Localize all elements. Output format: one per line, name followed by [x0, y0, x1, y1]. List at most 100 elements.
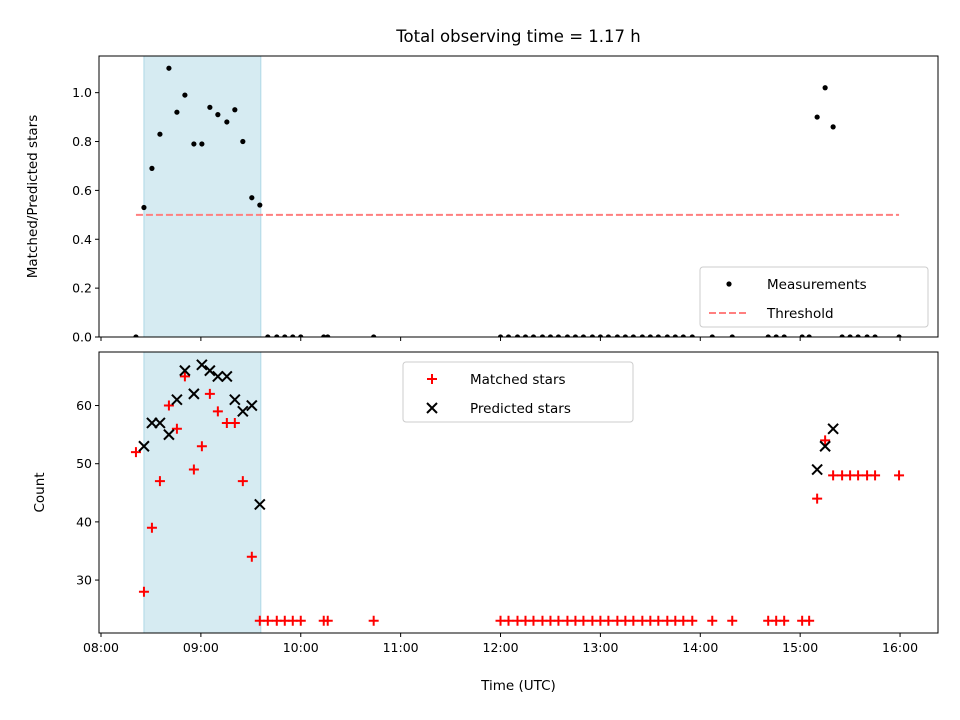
matched-stars-point: [322, 615, 333, 626]
predicted-stars-point: [827, 423, 839, 435]
bottom-panel-counts: 30 40 50 60 08:00 09:00 10:00 11:00 12:00 13:00 14…: [32, 351, 939, 655]
measurements-point: [822, 85, 828, 91]
measurements-point: [191, 141, 197, 147]
measurements-point: [182, 92, 188, 98]
matched-stars-point: [179, 371, 190, 382]
measurements-point: [839, 334, 845, 337]
measurements-point: [672, 334, 678, 337]
measurements-point: [249, 195, 255, 201]
measurements-point: [174, 109, 180, 115]
matched-stars-point: [130, 447, 141, 458]
matched-stars-point: [503, 615, 514, 626]
measurements-point: [689, 334, 695, 337]
measurements-point: [157, 131, 163, 137]
measurements-point: [799, 334, 805, 337]
legend-label: Matched stars: [470, 372, 566, 388]
predicted-stars-point: [138, 440, 150, 452]
measurements-point: [597, 334, 604, 337]
predicted-stars-point: [254, 498, 266, 511]
legend-marker-x: [426, 402, 438, 414]
y-tick-label: 0.4: [72, 232, 92, 247]
measurements-point: [505, 334, 512, 337]
measurements-point: [215, 112, 221, 118]
measurements-point: [622, 334, 628, 337]
legend-label: Measurements: [767, 277, 867, 293]
matched-stars-point: [229, 417, 240, 428]
measurements-point: [199, 141, 205, 147]
y-tick-label: 0.6: [72, 183, 92, 198]
matched-stars-point: [578, 615, 589, 626]
measurements-point: [149, 165, 155, 171]
x-tick-label: 09:00: [183, 640, 219, 655]
y-axis-label: Count: [32, 472, 48, 512]
legend-label: Predicted stars: [470, 401, 571, 417]
predicted-stars-point: [811, 463, 823, 476]
measurements-point: [555, 334, 562, 337]
measurements-point: [855, 334, 861, 337]
predicted-stars-point: [163, 428, 175, 441]
x-tick-label: 16:00: [882, 640, 918, 655]
predicted-stars-point: [188, 388, 200, 400]
measurements-point: [564, 334, 571, 337]
matched-stars-point: [262, 615, 273, 626]
measurements-point: [729, 334, 735, 337]
legend: Matched stars Predicted stars: [402, 361, 634, 423]
measurements-point: [298, 334, 304, 337]
predicted-stars-point: [171, 393, 183, 406]
matched-stars-point: [163, 400, 174, 411]
top-panel-matched-ratio: 0.0 0.2 0.4 0.6 0.8 1.0 Matched/Predicted star…: [25, 55, 939, 345]
legend-marker-plus: [427, 374, 437, 384]
measurements-point: [896, 334, 902, 337]
y-tick-label: 0.2: [72, 281, 92, 296]
matched-stars-point: [707, 615, 718, 626]
measurements-point: [872, 334, 878, 337]
matched-stars-point: [628, 615, 639, 626]
matched-stars-point: [295, 615, 306, 626]
measurements-point: [864, 334, 870, 337]
measurements-point: [207, 104, 213, 110]
matched-stars-point: [894, 470, 905, 481]
matched-stars-point: [853, 470, 864, 481]
legend-marker-dot: [726, 281, 732, 287]
predicted-stars-point: [237, 405, 249, 418]
measurements-point: [580, 334, 587, 337]
matched-stars-point: [727, 615, 738, 626]
measurements-point: [814, 114, 820, 120]
measurements-point: [282, 334, 288, 337]
matched-stars-point: [820, 435, 831, 446]
y-tick-label: 60: [76, 398, 92, 413]
matched-stars-point: [687, 615, 698, 626]
measurements-point: [232, 107, 238, 113]
measurements-point: [664, 334, 670, 337]
measurements-point: [639, 334, 645, 337]
measurements-point: [614, 334, 620, 337]
measurements-point: [572, 334, 579, 337]
matched-stars-point: [146, 522, 157, 533]
x-tick-label: 10:00: [283, 640, 319, 655]
measurements-point: [655, 334, 661, 337]
measurements-point: [589, 334, 596, 337]
predicted-stars-point: [212, 370, 224, 383]
matched-stars-point: [812, 493, 823, 504]
measurements-point: [371, 334, 377, 337]
predicted-stars-point: [246, 399, 258, 412]
matched-stars-point: [603, 615, 614, 626]
matched-stars-point: [188, 464, 199, 475]
matched-stars-point: [237, 476, 248, 487]
predicted-stars-point: [196, 359, 208, 371]
matched-stars-point: [154, 476, 165, 487]
predicted-stars-point: [204, 364, 216, 377]
measurements-point: [781, 334, 787, 337]
predicted-stars-point: [179, 364, 191, 377]
matched-stars-point: [653, 615, 664, 626]
measurements-point: [773, 334, 779, 337]
predicted-stars-point: [154, 417, 166, 429]
x-tick-label: 13:00: [582, 640, 618, 655]
measurements-point: [806, 334, 812, 337]
x-tick-label: 12:00: [483, 640, 519, 655]
legend-box: [402, 361, 634, 423]
measurements-point: [514, 334, 521, 337]
legend: Measurements Threshold: [699, 266, 929, 328]
x-tick-label: 15:00: [782, 640, 818, 655]
